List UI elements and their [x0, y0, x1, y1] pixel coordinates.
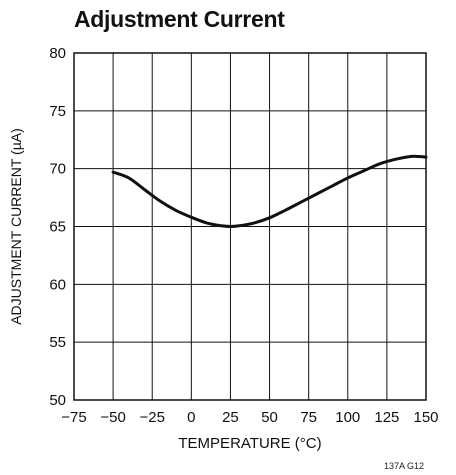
y-tick-label: 75 [49, 103, 66, 120]
x-tick-labels: −75 −50 −25 0 25 50 75 100 125 150 [61, 409, 438, 426]
x-tick-label: 0 [187, 409, 195, 426]
y-tick-label: 65 [49, 219, 66, 236]
y-tick-label: 70 [49, 161, 66, 178]
x-axis-label: TEMPERATURE (°C) [178, 435, 321, 452]
x-tick-label: 75 [300, 409, 317, 426]
x-tick-label: 25 [222, 409, 239, 426]
series-line [111, 154, 428, 228]
figure-code: 137A G12 [384, 461, 425, 471]
x-tick-label: 50 [261, 409, 278, 426]
x-tick-label: 100 [335, 409, 360, 426]
y-tick-label: 50 [49, 392, 66, 409]
grid-layer [74, 53, 426, 400]
y-axis-label: ADJUSTMENT CURRENT (µA) [8, 128, 24, 325]
x-tick-label: −50 [100, 409, 125, 426]
y-tick-label: 60 [49, 276, 66, 293]
plot-frame [73, 52, 427, 401]
y-tick-label: 80 [49, 45, 66, 62]
x-tick-label: −75 [61, 409, 86, 426]
x-tick-label: 125 [374, 409, 399, 426]
y-tick-labels: 50 55 60 65 70 75 80 [49, 45, 66, 409]
y-tick-label: 55 [49, 334, 66, 351]
chart-title: Adjustment Current [74, 6, 285, 32]
series-layer [111, 154, 428, 228]
x-tick-label: 150 [413, 409, 438, 426]
x-tick-label: −25 [139, 409, 164, 426]
